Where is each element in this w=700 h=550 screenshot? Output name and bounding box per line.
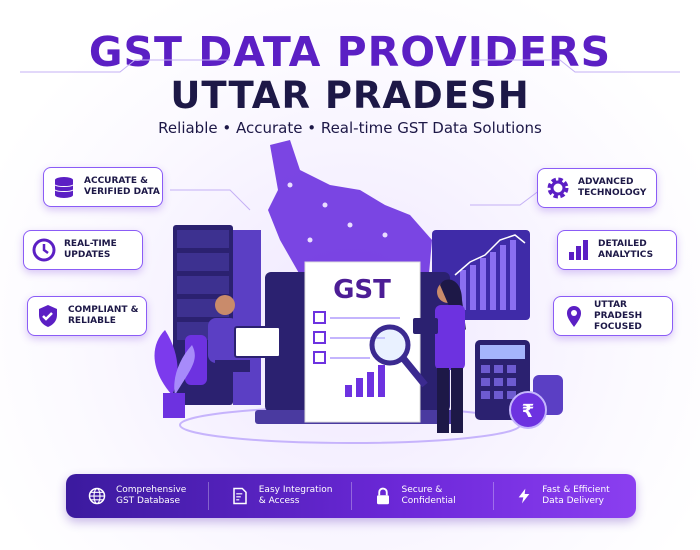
database-icon [54, 177, 74, 198]
bar-item-database: Comprehensive GST Database [66, 482, 209, 510]
bottom-feature-bar: Comprehensive GST Database Easy Integrati… [66, 474, 636, 518]
bar-item-secure: Secure & Confidential [352, 482, 495, 510]
title-line1: GST DATA PROVIDERS [88, 28, 612, 76]
feature-line2: Reliable [68, 316, 116, 326]
feature-line1: Detailed [598, 239, 647, 249]
globe-icon [88, 487, 106, 505]
subtitle: Reliable • Accurate • Real-time GST Data… [158, 119, 542, 137]
document-label: GST [333, 275, 391, 305]
feature-card-advanced-tech: Advanced Technology [537, 168, 657, 208]
lock-icon [376, 487, 389, 505]
feature-line1: Uttar Pradesh [594, 299, 643, 321]
bar-line2: Confidential [401, 496, 456, 506]
bar-line1: Secure & [401, 485, 443, 495]
bar-item-integration: Easy Integration & Access [209, 482, 352, 510]
feature-card-compliant: Compliant & Reliable [27, 296, 147, 336]
lightning-icon [518, 488, 530, 504]
woman-with-tablet [413, 279, 466, 433]
bar-line1: Fast & Efficient [542, 485, 610, 495]
feature-line1: Real-Time [64, 239, 117, 249]
shield-check-icon [39, 305, 57, 327]
feature-line2: Technology [578, 188, 647, 198]
bar-line1: Comprehensive [116, 485, 187, 495]
clock-icon [32, 238, 56, 262]
bar-line2: & Access [258, 496, 300, 506]
feature-line1: Compliant & [68, 305, 139, 315]
feature-card-accurate-verified: Accurate & Verified Data [43, 167, 163, 207]
rupee-coins: ₹ [509, 375, 563, 429]
rupee-symbol: ₹ [522, 401, 535, 422]
feature-line1: Advanced [578, 177, 634, 187]
feature-line2: Focused [594, 321, 642, 332]
bar-line2: GST Database [116, 496, 180, 506]
circuit-lines [20, 59, 680, 211]
feature-line2: Verified Data [84, 187, 160, 197]
feature-card-analytics: Detailed Analytics [557, 230, 677, 270]
feature-line2: Updates [64, 250, 111, 260]
bar-line1: Easy Integration [258, 485, 333, 495]
illustration: GST ₹ [20, 59, 680, 444]
feature-line2: Analytics [598, 250, 654, 260]
man-with-laptop [185, 295, 281, 385]
bar-item-fast: Fast & Efficient Data Delivery [494, 482, 636, 510]
feature-card-real-time: Real-Time Updates [23, 230, 143, 270]
title-line2: UTTAR PRADESH [170, 74, 530, 117]
uttar-pradesh-map [268, 140, 432, 300]
gst-document: GST [304, 261, 428, 423]
plant [154, 330, 195, 418]
bar-line2: Data Delivery [542, 496, 604, 506]
gear-icon [547, 177, 569, 199]
feature-card-up-focused: Uttar Pradesh Focused [553, 296, 673, 336]
feature-line1: Accurate & [84, 176, 148, 186]
map-pin-icon [567, 306, 581, 327]
bar-chart-icon [569, 240, 588, 260]
document-icon [233, 487, 247, 505]
